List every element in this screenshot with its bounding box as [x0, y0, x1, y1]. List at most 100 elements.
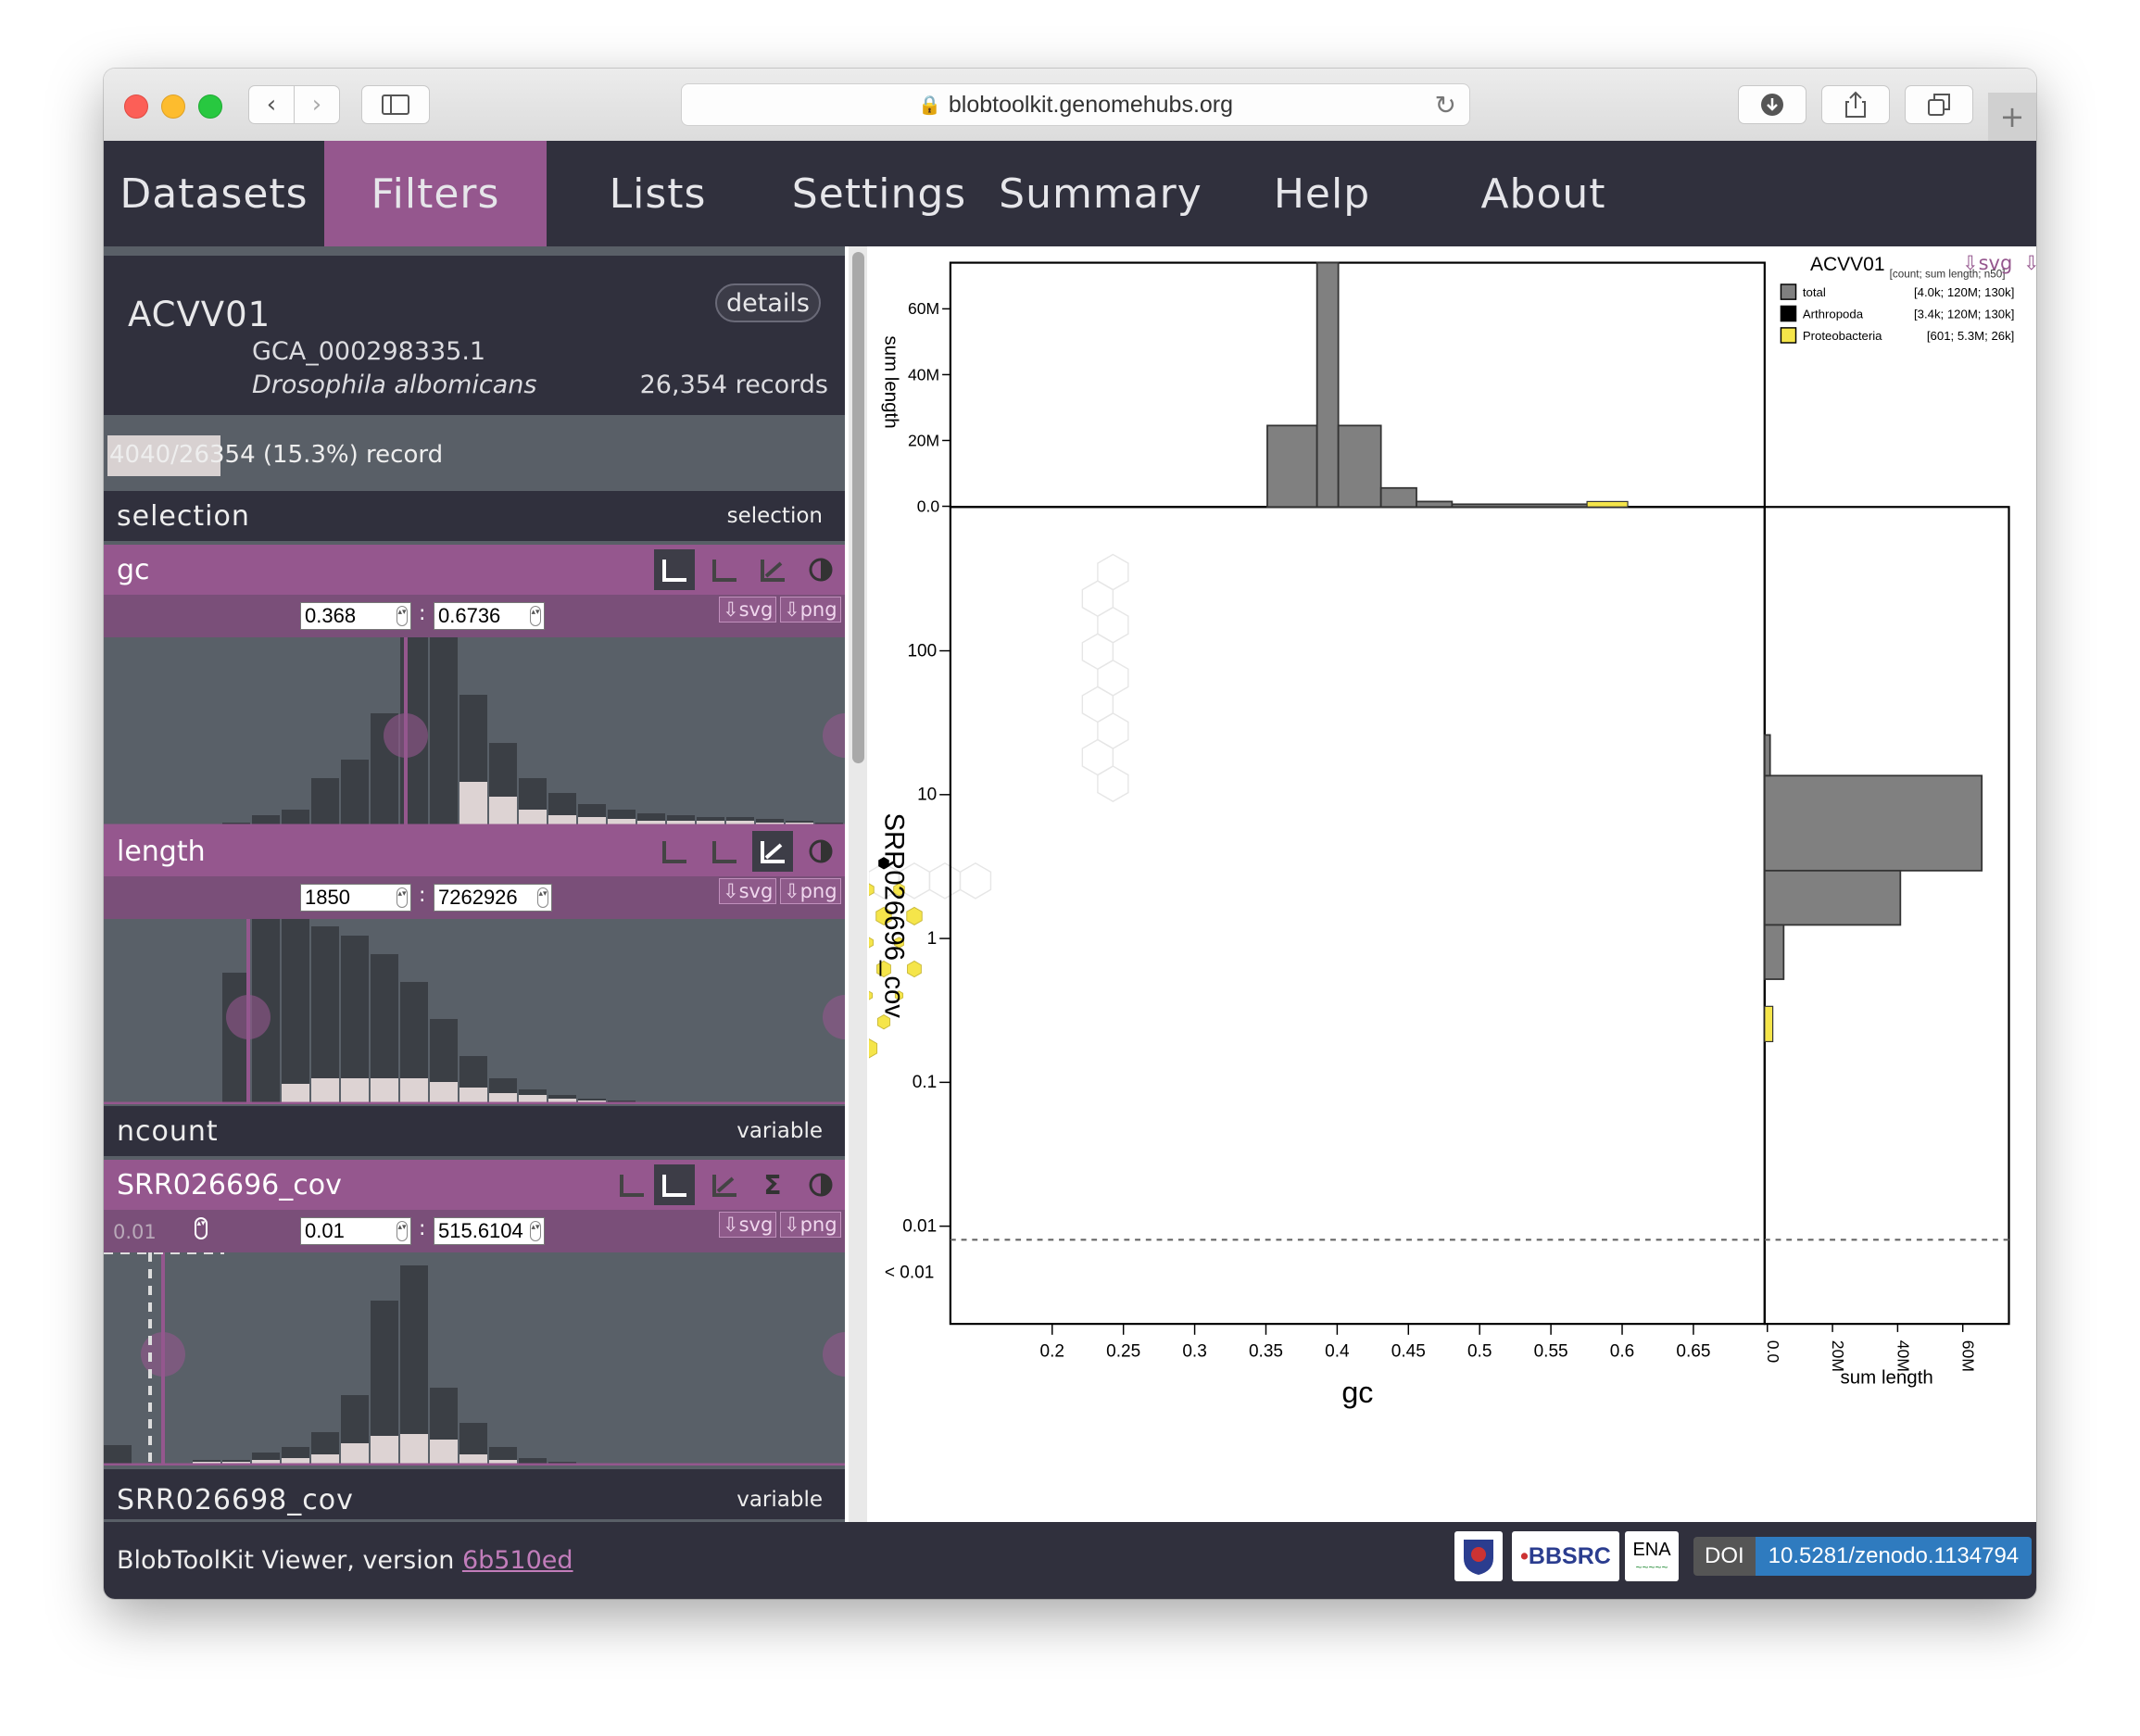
hex-bin-proteobacteria [907, 960, 922, 978]
x-tick-label: 0.45 [1391, 1341, 1426, 1361]
cov-download-svg-button[interactable]: ⇩svg [719, 1212, 777, 1238]
ena-logo[interactable]: ENA ~~~~~ [1625, 1531, 1679, 1581]
cov-histogram-chart [104, 1251, 845, 1466]
side-x-tick-label: 40M [1894, 1340, 1912, 1372]
minimize-window-button[interactable] [161, 94, 185, 119]
hex-bin-proteobacteria [863, 990, 874, 1000]
downloads-button[interactable] [1738, 85, 1806, 124]
gc-download-svg-button[interactable]: ⇩svg [719, 597, 777, 623]
browser-window: ‹ › 🔒 blobtoolkit.genomehubs.org ↻ + Dat… [104, 69, 2036, 1599]
filter-range-cov: 0.01 ▴▾ 0.01 ▴▾ : 515.6104 ▴▾ ⇩svg ⇩png [104, 1210, 845, 1252]
main-nav: Datasets Filters Lists Settings Summary … [104, 141, 2036, 246]
address-bar[interactable]: 🔒 blobtoolkit.genomehubs.org ↻ [681, 83, 1470, 126]
hex-bin-proteobacteria [876, 960, 891, 978]
cov-download-png-button[interactable]: ⇩png [780, 1212, 841, 1238]
hex-bin-proteobacteria [863, 937, 874, 949]
university-logo[interactable] [1454, 1531, 1503, 1581]
histogram-selected-bar [548, 1099, 576, 1102]
selection-summary: 4040/26354 (15.3%) record [104, 415, 845, 491]
top-axis-label: sum length [881, 335, 902, 428]
tab-datasets[interactable]: Datasets [120, 170, 308, 218]
sidebar-icon [382, 94, 409, 115]
back-button[interactable]: ‹ [248, 85, 295, 124]
share-icon [1845, 91, 1866, 118]
x-axis-label: gc [1341, 1376, 1373, 1409]
plot-download-svg-button[interactable]: ⇩svg [1962, 252, 2013, 274]
histogram-bar [252, 815, 280, 824]
invert-icon[interactable] [800, 1164, 841, 1205]
x-tick-label: 0.3 [1182, 1341, 1206, 1361]
hex-bin-outline [1097, 712, 1129, 749]
sidebar-toggle-button[interactable] [361, 85, 430, 124]
filter-panel-scrollbar[interactable] [849, 246, 867, 1522]
tab-settings[interactable]: Settings [791, 170, 967, 218]
filter-title: length [117, 836, 206, 868]
close-window-button[interactable] [124, 94, 148, 119]
histogram-selected-bar [459, 782, 487, 824]
histogram-selected-bar [726, 821, 754, 824]
linear-scale-icon[interactable] [611, 1164, 652, 1205]
top-y-tick-label: 20M [908, 431, 939, 449]
legend-header: [count; sum length; n50] [1890, 269, 2006, 281]
gc-download-png-button[interactable]: ⇩png [780, 597, 841, 623]
side-histogram-proteobacteria [1764, 1005, 1774, 1043]
length-histogram [104, 908, 845, 1105]
share-button[interactable] [1821, 85, 1890, 124]
gc-max-input[interactable]: 0.6736 ▴▾ [434, 602, 545, 630]
sum-icon[interactable]: Σ [763, 1169, 782, 1201]
tab-filters[interactable]: Filters [324, 141, 547, 246]
histogram-selected-bar [756, 823, 784, 824]
y-below-threshold-label: < 0.01 [885, 1263, 934, 1282]
length-download-png-button[interactable]: ⇩png [780, 878, 841, 904]
sqrt-scale-icon[interactable] [704, 549, 745, 590]
new-tab-button[interactable]: + [1988, 93, 2036, 141]
sqrt-scale-icon[interactable] [654, 1164, 695, 1205]
tabs-overview-button[interactable] [1905, 85, 1973, 124]
legend-stats: [601; 5.3M; 26k] [1927, 329, 2014, 343]
section-header-selection: selection selection [104, 491, 845, 541]
cov-max-input[interactable]: 515.6104 ▴▾ [434, 1217, 545, 1245]
tab-lists[interactable]: Lists [609, 170, 707, 218]
log-scale-icon[interactable] [704, 1164, 745, 1205]
tab-summary[interactable]: Summary [999, 170, 1202, 218]
plot-download-png-button[interactable]: ⇩png [2023, 252, 2036, 274]
legend-label: Proteobacteria [1803, 329, 1882, 343]
length-min-input[interactable]: 1850 ▴▾ [300, 884, 411, 912]
hex-bin-outline [1097, 659, 1129, 697]
linear-scale-icon[interactable] [654, 831, 695, 872]
gc-min-input[interactable]: 0.368 ▴▾ [300, 602, 411, 630]
cov-min-input[interactable]: 0.01 ▴▾ [300, 1217, 411, 1245]
section-title: ncount [117, 1115, 219, 1148]
doi-badge[interactable]: DOI 10.5281/zenodo.1134794 [1693, 1537, 2033, 1576]
invert-icon[interactable] [800, 831, 841, 872]
reload-icon[interactable]: ↻ [1434, 90, 1456, 120]
range-drag-handle-right [823, 713, 845, 758]
histogram-bar [311, 778, 339, 824]
side-histogram-bar [1763, 774, 1983, 872]
forward-button[interactable]: › [294, 85, 340, 124]
bbsrc-logo[interactable]: • BBSRC [1512, 1531, 1619, 1581]
version-link[interactable]: 6b510ed [461, 1546, 573, 1575]
cov-threshold-spinner[interactable]: ▴▾ [195, 1217, 208, 1239]
log-scale-icon[interactable] [752, 549, 793, 590]
histogram-selected-bar [489, 1093, 517, 1102]
hex-bin-proteobacteria [859, 1038, 878, 1059]
sqrt-scale-icon[interactable] [704, 831, 745, 872]
tab-about[interactable]: About [1480, 170, 1606, 218]
length-download-svg-button[interactable]: ⇩svg [719, 878, 777, 904]
zoom-window-button[interactable] [198, 94, 222, 119]
histogram-bar [104, 1445, 132, 1464]
details-button[interactable]: details [715, 283, 821, 322]
hex-bin-proteobacteria [876, 1014, 891, 1030]
length-max-input[interactable]: 7262926 ▴▾ [434, 884, 552, 912]
histogram-selected-bar [459, 1454, 487, 1464]
scrollbar-thumb[interactable] [852, 252, 864, 763]
range-drag-handle [141, 1332, 185, 1377]
side-x-tick-label: 20M [1829, 1340, 1847, 1372]
histogram-selected-bar [548, 815, 576, 824]
invert-icon[interactable] [800, 549, 841, 590]
tab-help[interactable]: Help [1273, 170, 1371, 218]
histogram-bar [815, 823, 843, 824]
linear-scale-icon[interactable] [654, 549, 695, 590]
log-scale-icon[interactable] [752, 831, 793, 872]
